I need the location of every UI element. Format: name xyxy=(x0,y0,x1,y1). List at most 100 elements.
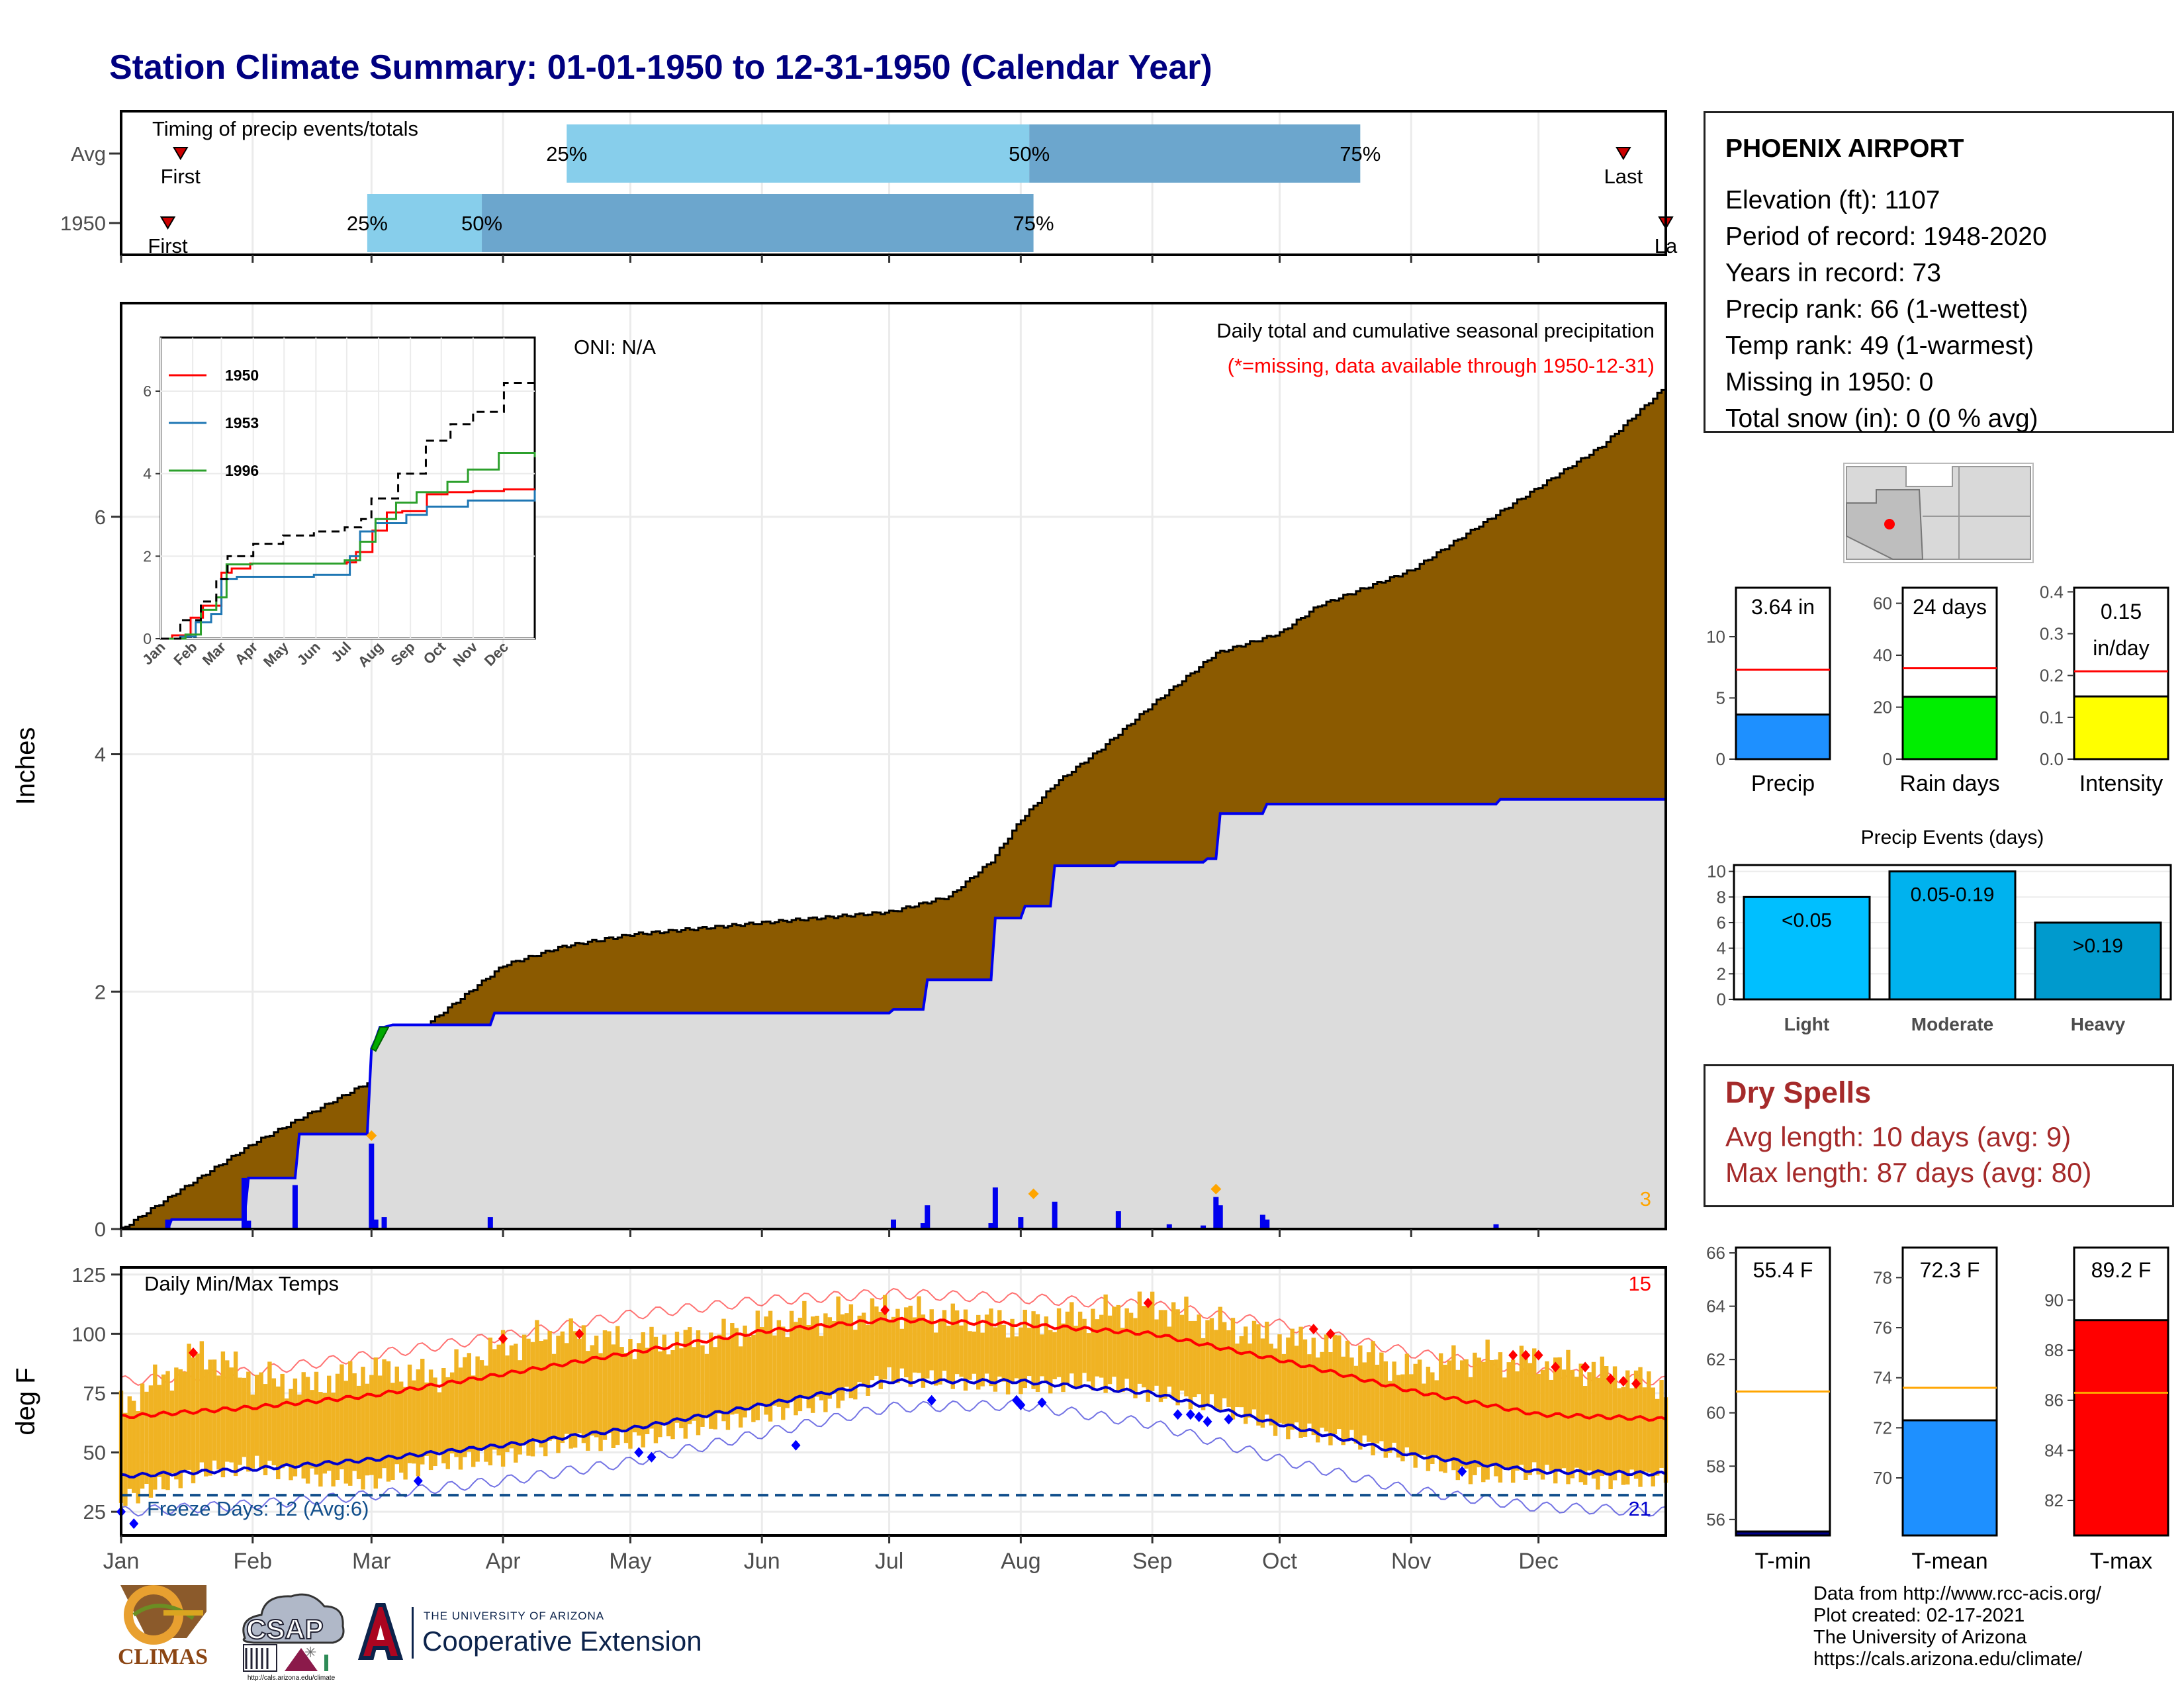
temp-y-axis-label: deg F xyxy=(11,1367,40,1435)
daily-temp-bar xyxy=(547,1330,552,1441)
daily-temp-bar xyxy=(1625,1370,1630,1485)
daily-temp-bar xyxy=(403,1387,408,1480)
daily-temp-bar xyxy=(500,1330,506,1467)
daily-precip-bar xyxy=(992,1187,998,1229)
daily-temp-bar xyxy=(1154,1319,1159,1386)
daily-temp-bar xyxy=(1638,1367,1643,1487)
daily-temp-bar xyxy=(1434,1380,1439,1456)
daily-temp-bar xyxy=(1498,1352,1503,1483)
daily-temp-bar xyxy=(314,1371,319,1475)
daily-temp-bar xyxy=(496,1344,501,1456)
daily-temp-bar xyxy=(225,1360,230,1462)
daily-temp-bar xyxy=(844,1313,849,1387)
daily-temp-bar xyxy=(717,1334,722,1414)
daily-temp-bar xyxy=(1647,1371,1651,1473)
daily-temp-bar xyxy=(789,1310,794,1401)
inset-y-tick-label: 2 xyxy=(143,547,152,565)
daily-temp-bar xyxy=(161,1374,166,1490)
daily-precip-bar xyxy=(1115,1211,1121,1229)
daily-temp-bar xyxy=(1146,1303,1150,1402)
daily-temp-bar xyxy=(1349,1357,1354,1430)
record-high-marker xyxy=(1308,1324,1318,1335)
record-high-marker xyxy=(498,1333,508,1344)
daily-temp-bar xyxy=(1082,1318,1087,1373)
daily-temp-bar xyxy=(157,1385,161,1477)
daily-temp-bar xyxy=(1651,1387,1655,1486)
station-info-box: PHOENIX AIRPORT Elevation (ft): 1107 Per… xyxy=(1704,111,2174,433)
record-low-marker xyxy=(927,1394,936,1406)
daily-temp-bar xyxy=(475,1356,480,1462)
gauge-category-label: Intensity xyxy=(2079,771,2163,796)
daily-temp-bar xyxy=(1353,1365,1359,1444)
station-precip-rank: Precip rank: 66 (1-wettest) xyxy=(1725,295,2028,324)
record-low-marker xyxy=(634,1447,644,1458)
quartile-bar-lower xyxy=(567,124,1030,183)
daily-temp-bar xyxy=(1188,1320,1193,1410)
events-y-tick-label: 10 xyxy=(1707,862,1726,882)
daily-precip-bar xyxy=(988,1223,994,1229)
daily-temp-bar xyxy=(454,1349,459,1457)
daily-temp-bar xyxy=(658,1351,662,1438)
daily-temp-bar xyxy=(1582,1386,1588,1485)
gauge-value-label: 3.64 in xyxy=(1751,595,1815,619)
daily-temp-bar xyxy=(1629,1388,1634,1470)
daily-temp-bar xyxy=(1574,1377,1579,1468)
daily-temp-bar xyxy=(1205,1320,1210,1405)
extreme-count-label: 3 xyxy=(1640,1187,1651,1211)
daily-temp-bar xyxy=(1417,1359,1422,1455)
inset-frame xyxy=(159,336,536,640)
daily-temp-bar xyxy=(233,1351,238,1477)
extreme-precip-marker xyxy=(1210,1183,1222,1195)
daily-temp-bar xyxy=(1561,1369,1567,1469)
daily-temp-bar xyxy=(467,1353,471,1452)
daily-temp-bar xyxy=(174,1367,179,1480)
credit-line: Data from http://www.rcc-acis.org/ xyxy=(1813,1583,2102,1604)
events-bar xyxy=(1743,895,1871,1001)
daily-temp-bar xyxy=(1426,1367,1431,1471)
daily-temp-bar xyxy=(709,1332,713,1429)
daily-temp-bar xyxy=(1277,1334,1282,1423)
daily-temp-bar xyxy=(1413,1363,1418,1468)
daily-temp-bar xyxy=(331,1393,336,1486)
temp-gauge-category-label: T-max xyxy=(2090,1549,2152,1574)
daily-temp-bar xyxy=(280,1373,285,1469)
daily-temp-bar xyxy=(514,1344,518,1463)
daily-temp-bar xyxy=(692,1347,696,1421)
daily-temp-bar xyxy=(1040,1334,1044,1377)
precip-subtitle: (*=missing, data available through 1950-… xyxy=(1228,354,1655,377)
daily-temp-bar xyxy=(1005,1337,1011,1394)
daily-temp-bar xyxy=(1485,1340,1490,1480)
record-high-marker xyxy=(1508,1349,1518,1361)
daily-temp-bar xyxy=(1392,1361,1396,1443)
daily-temp-bar xyxy=(1137,1291,1142,1384)
temp-x-tick-label: Sep xyxy=(1132,1549,1173,1574)
daily-temp-bar xyxy=(1532,1348,1537,1463)
daily-temp-bar xyxy=(713,1347,717,1430)
daily-temp-bar xyxy=(424,1382,429,1456)
events-title: Precip Events (days) xyxy=(1861,827,2044,848)
daily-temp-bar xyxy=(267,1361,272,1461)
inset-legend-label: 1996 xyxy=(225,462,259,479)
quartile-label: 75% xyxy=(1013,212,1054,235)
csap-url: http://cals.arizona.edu/climate xyxy=(247,1674,336,1682)
ua-coop-extension: Cooperative Extension xyxy=(422,1625,702,1657)
station-location-marker xyxy=(1884,519,1895,529)
daily-temp-bar xyxy=(632,1359,637,1433)
locator-map xyxy=(1843,463,2034,563)
daily-temp-bar xyxy=(827,1317,833,1399)
daily-temp-bar xyxy=(556,1336,561,1453)
daily-precip-bar xyxy=(381,1217,387,1229)
daily-temp-bar xyxy=(1328,1352,1333,1445)
credit-line: The University of Arizona xyxy=(1813,1627,2027,1648)
daily-temp-bar xyxy=(989,1308,993,1387)
daily-temp-bar xyxy=(1107,1315,1113,1385)
daily-temp-bar xyxy=(840,1314,845,1401)
daily-temp-bar xyxy=(776,1320,782,1407)
temp-x-tick-label: Jun xyxy=(744,1549,780,1574)
temp-gauge-y-tick-label: 90 xyxy=(2044,1290,2064,1310)
daily-temp-bar xyxy=(449,1372,455,1454)
csap-wordmark: CSAP xyxy=(246,1613,324,1645)
temp-y-tick-label: 125 xyxy=(71,1263,106,1287)
daily-temp-bar xyxy=(933,1332,938,1386)
